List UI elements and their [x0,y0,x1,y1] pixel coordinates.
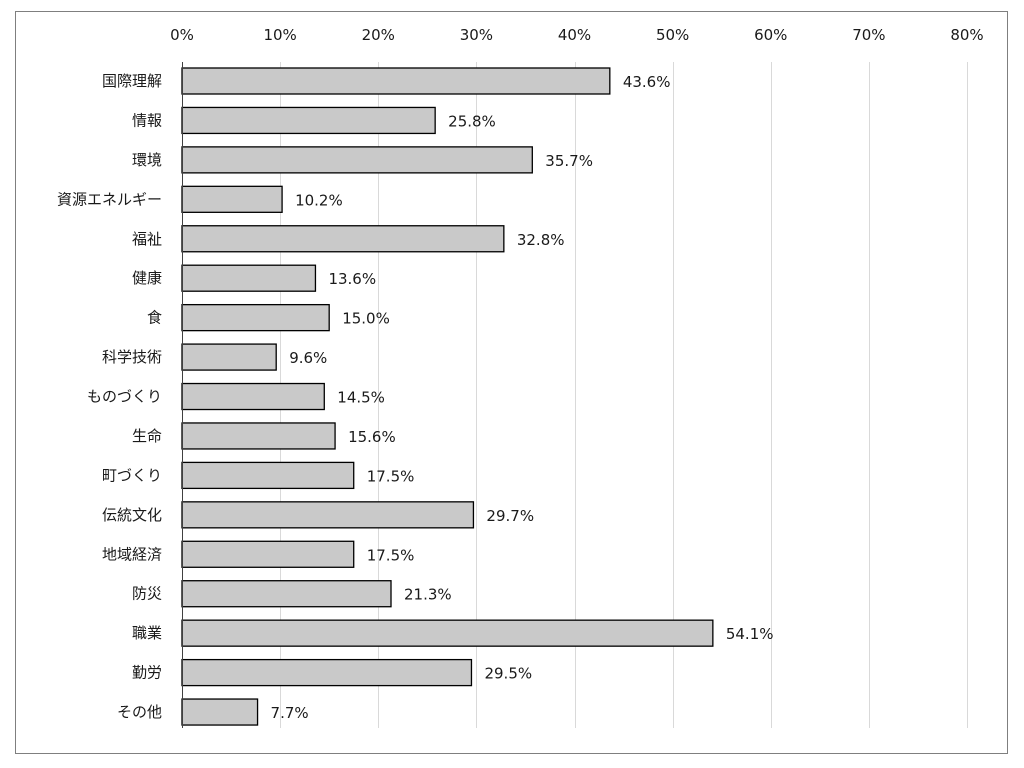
bar [181,67,611,95]
bar [181,185,283,213]
x-tick-label: 10% [263,26,296,44]
bar [181,264,317,292]
bar [181,146,533,174]
category-label: 情報 [132,111,162,129]
bar [181,461,355,490]
category-label: 福祉 [132,230,162,248]
data-label: 15.0% [342,310,390,328]
data-label: 54.1% [726,625,774,643]
data-label: 9.6% [289,349,327,367]
category-label: 勤労 [132,664,162,682]
x-tick-label: 40% [558,26,591,44]
x-tick-label: 70% [852,26,885,44]
category-label: 健康 [132,269,162,287]
category-label: 科学技術 [102,348,162,366]
data-label: 14.5% [337,389,385,407]
data-label: 29.5% [484,665,532,683]
category-label: 伝統文化 [102,506,162,524]
bar [181,698,259,726]
bar [181,422,336,450]
data-label: 7.7% [271,704,309,722]
bar [181,225,505,253]
data-label: 17.5% [367,546,415,564]
category-label: ものづくり [87,388,162,406]
data-label: 35.7% [545,152,593,170]
data-label: 25.8% [448,112,496,130]
bar [181,303,330,332]
x-tick-label: 0% [170,26,194,44]
data-label: 15.6% [348,428,396,446]
bar [181,343,277,371]
x-tick-label: 80% [950,26,983,44]
category-label: 国際理解 [102,72,162,90]
x-tick-label: 50% [656,26,689,44]
data-label: 13.6% [328,270,376,288]
category-label: 環境 [132,151,162,169]
data-label: 32.8% [517,231,565,249]
category-label: 地域経済 [102,545,162,563]
bar [181,540,355,568]
category-label: その他 [117,703,162,721]
x-tick-label: 20% [362,26,395,44]
category-label: 防災 [132,585,162,603]
bar [181,658,473,687]
bar [181,580,392,608]
bar [181,382,325,411]
x-tick-label: 30% [460,26,493,44]
bar [181,106,436,135]
data-label: 17.5% [367,467,415,485]
category-label: 町づくり [102,466,162,484]
category-label: 食 [147,309,162,327]
data-label: 43.6% [623,73,671,91]
data-label: 10.2% [295,191,343,209]
category-label: 資源エネルギー [57,190,162,208]
x-tick-label: 60% [754,26,787,44]
bar [181,501,475,529]
bar [181,619,714,647]
data-label: 21.3% [404,586,452,604]
category-label: 職業 [132,624,162,642]
data-label: 29.7% [486,507,534,525]
category-label: 生命 [132,427,162,445]
